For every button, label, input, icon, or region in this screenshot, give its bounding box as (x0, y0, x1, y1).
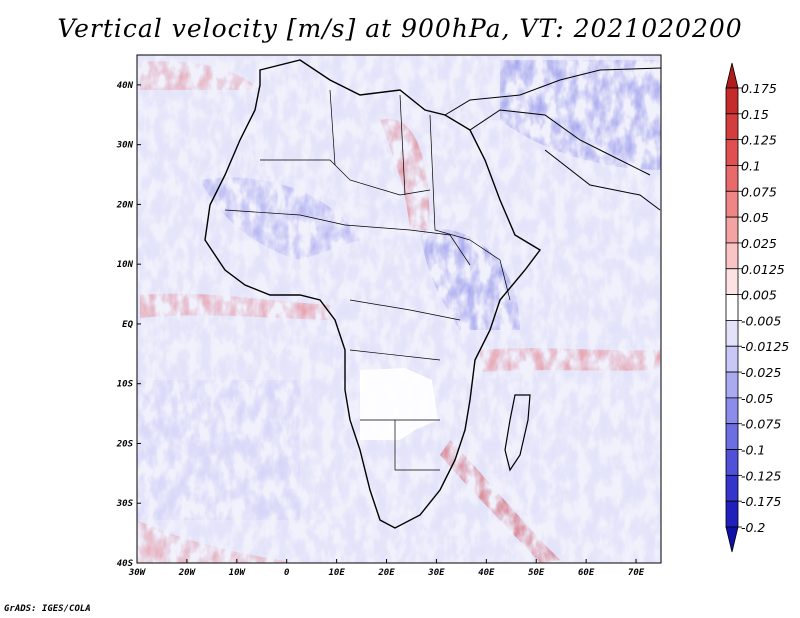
colorbar-label: 0.175 (741, 81, 777, 96)
colorbar-label: -0.1 (741, 443, 765, 458)
lat-tick-label: 30S (116, 499, 134, 509)
colorbar-label: -0.025 (741, 365, 781, 380)
colorbar-label: 0.05 (741, 210, 769, 225)
lon-tick-label: 20E (377, 568, 395, 578)
colorbar: 0.175 0.15 0.125 0.1 0.075 0.05 0.025 0.0125 0.0… (725, 62, 789, 553)
lon-tick-label: 60E (578, 568, 595, 578)
colorbar-segment (725, 139, 739, 166)
lat-tick-label: 40N (117, 81, 134, 91)
colorbar-segment (725, 397, 739, 425)
lat-tick-label: 10N (117, 260, 134, 270)
map-axes: 30W 20W 10W 0 10E 20E 30E 40E 50E 60E 70E 40N 30N 20N… (116, 81, 645, 578)
colorbar-segment (725, 268, 739, 295)
colorbar-segment (725, 449, 739, 476)
colorbar-segment (725, 190, 739, 218)
lat-tick-label: 10S (117, 380, 134, 390)
colorbar-segment (725, 371, 739, 399)
colorbar-segment (725, 216, 739, 244)
colorbar-segment (725, 242, 739, 270)
map-title: Vertical velocity [m/s] at 900hPa, VT: 2… (57, 14, 743, 43)
colorbar-segment (725, 423, 739, 450)
lon-tick-label: 50E (528, 568, 545, 578)
country-borders (224, 89, 511, 471)
colorbar-segment (725, 113, 739, 141)
colorbar-label: -0.05 (741, 391, 773, 406)
colorbar-segment (725, 165, 739, 192)
colorbar-label: -0.075 (741, 417, 781, 432)
colorbar-min-triangle (725, 526, 739, 553)
colorbar-label: -0.175 (741, 494, 781, 509)
africa-coastline (204, 59, 542, 529)
colorbar-label: 0.075 (741, 184, 777, 199)
lon-tick-label: 20W (178, 568, 197, 578)
colorbar-segment (725, 345, 739, 373)
colorbar-label: 0.0125 (741, 262, 785, 277)
lon-tick-label: 40E (478, 568, 495, 578)
lat-tick-label: EQ (122, 320, 133, 330)
colorbar-segment (725, 474, 739, 502)
lon-tick-label: 30E (427, 568, 445, 578)
colorbar-segment (725, 87, 739, 115)
colorbar-segment (725, 500, 739, 528)
colorbar-label: 0.025 (741, 236, 777, 251)
lon-tick-label: 10E (328, 568, 345, 578)
colorbar-label: 0.1 (741, 158, 761, 173)
software-credit: GrADS: IGES/COLA (4, 604, 91, 614)
colorbar-label: -0.2 (741, 520, 765, 535)
colorbar-label: 0.125 (741, 133, 777, 148)
lat-tick-label: 30N (116, 141, 134, 151)
lat-tick-label: 20N (116, 200, 134, 210)
colorbar-segment (725, 320, 739, 347)
lat-tick-label: 40S (117, 559, 134, 569)
velocity-field (137, 55, 661, 563)
colorbar-label: 0.005 (741, 288, 777, 303)
colorbar-label: 0.15 (741, 107, 769, 122)
colorbar-max-triangle (725, 62, 739, 89)
colorbar-label: -0.005 (741, 313, 781, 328)
lon-tick-label: 10W (229, 568, 247, 578)
lon-tick-label: 0 (284, 568, 290, 578)
lat-tick-label: 20S (116, 439, 134, 449)
colorbar-label: -0.0125 (741, 339, 789, 354)
colorbar-segment (725, 294, 739, 321)
colorbar-label: -0.125 (741, 468, 781, 483)
lon-tick-label: 30W (128, 568, 147, 578)
lon-tick-label: 70E (628, 568, 645, 578)
